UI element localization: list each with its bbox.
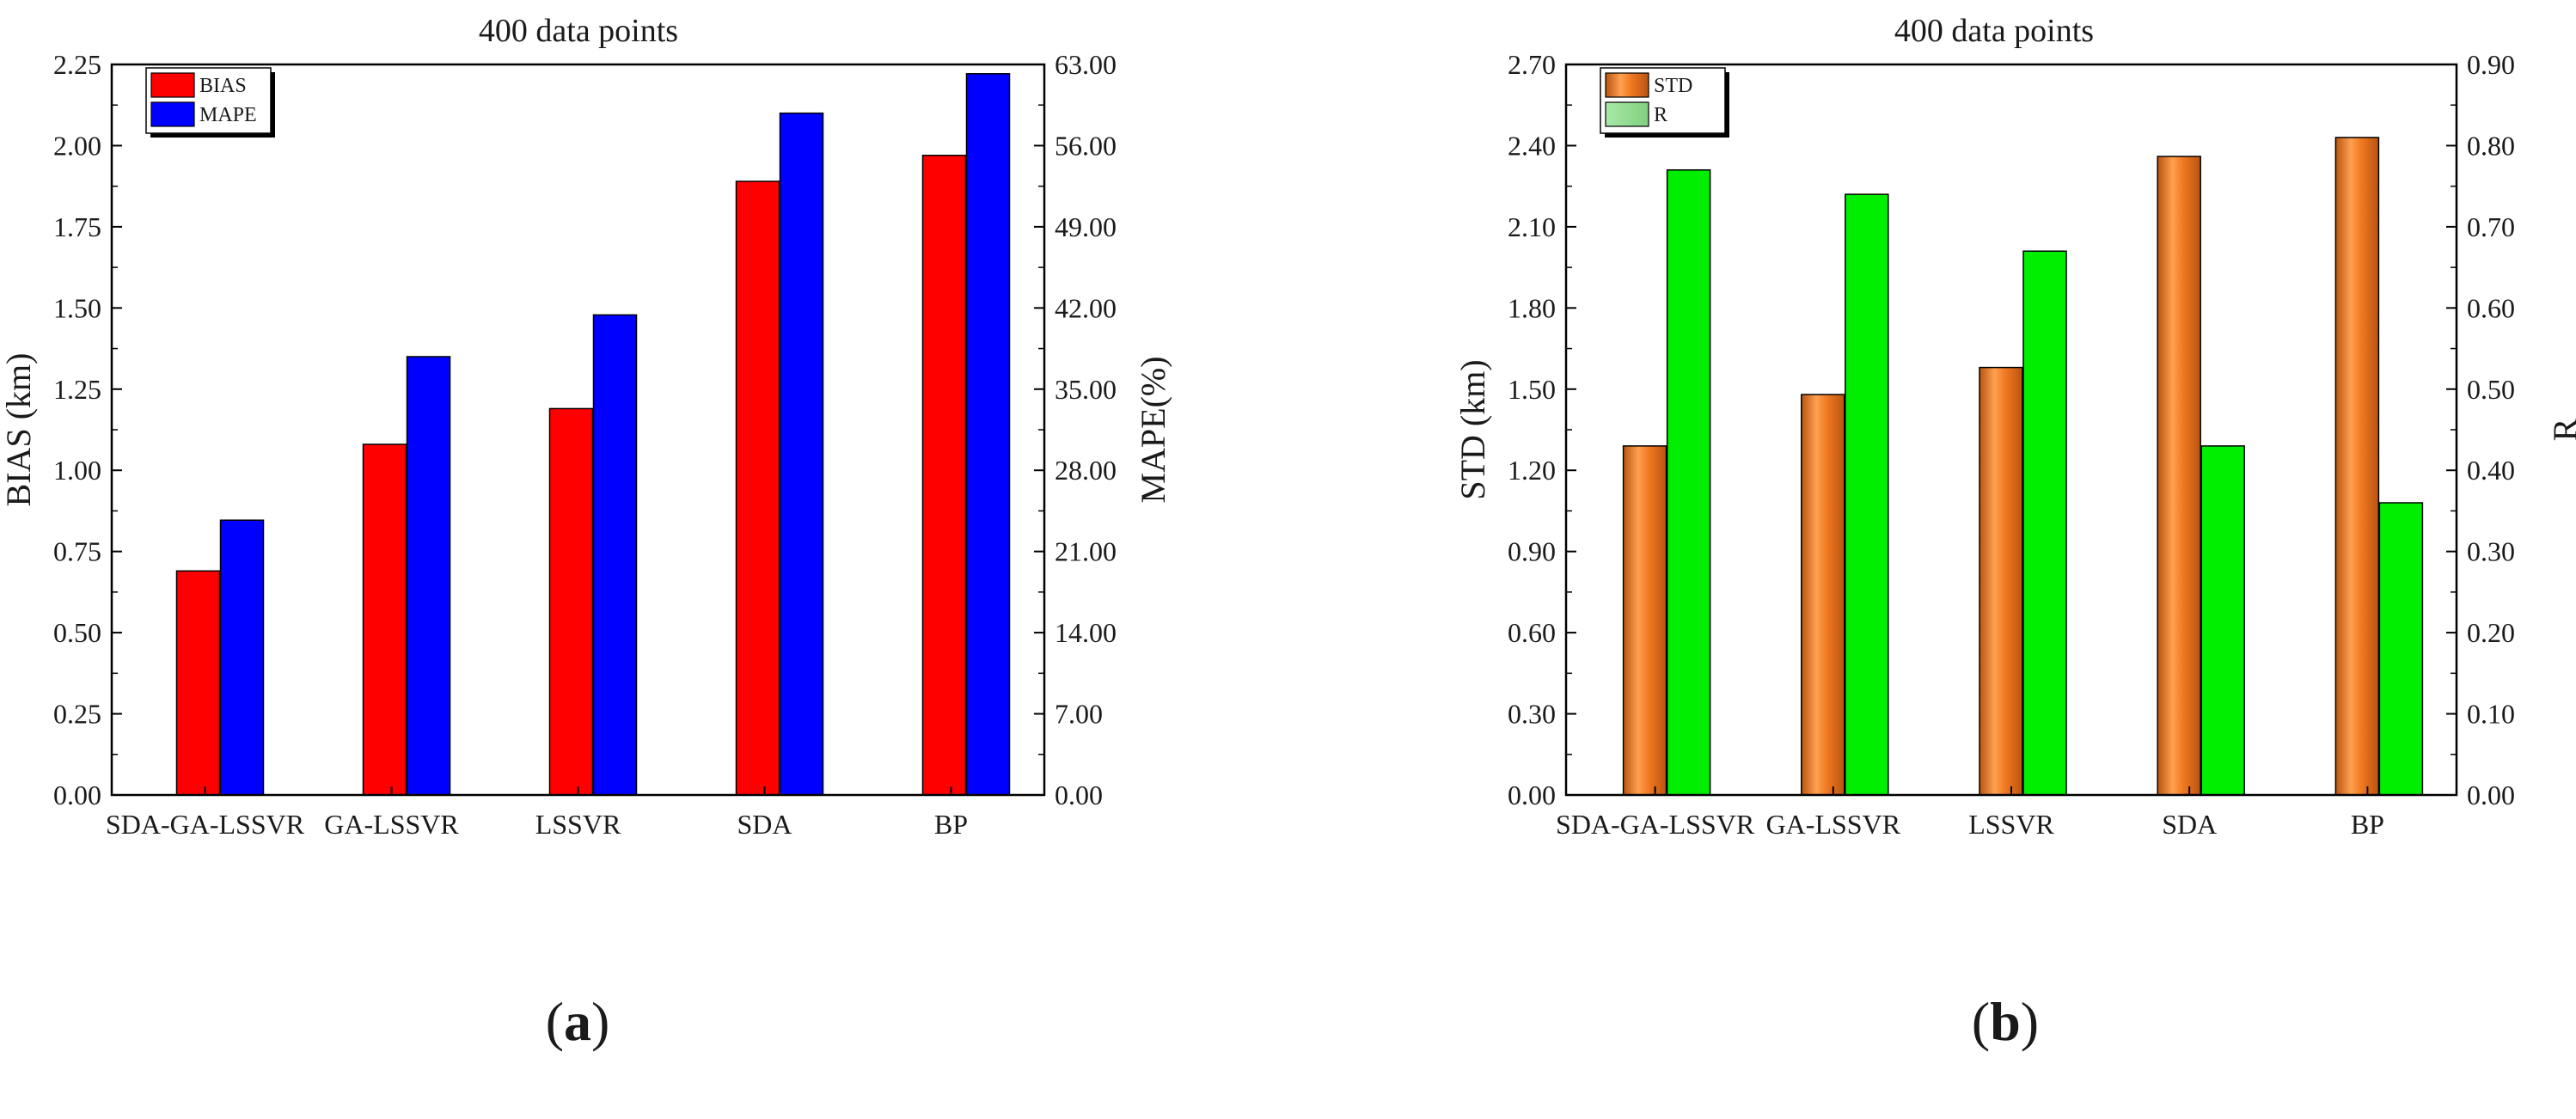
y-tick-label: 0.00 — [1508, 780, 1556, 810]
panel-label: (b) — [1972, 991, 2039, 1052]
bar-bias-ga-lssvr — [362, 443, 407, 796]
panel-label-paren-open: ( — [1972, 991, 1990, 1052]
chart-title: 400 data points — [479, 13, 678, 49]
legend-label-mape: MAPE — [199, 104, 257, 126]
bar-mape-sda-ga-lssvr — [219, 519, 265, 796]
bar-mape-lssvr — [592, 314, 638, 796]
x-tick-label: BP — [934, 809, 968, 840]
bar-bias-sda-ga-lssvr — [175, 570, 221, 796]
y2-tick-label: 49.00 — [1055, 211, 1117, 242]
bar-std-sda-ga-lssvr — [1622, 445, 1667, 796]
bar-std-sda — [2157, 156, 2201, 796]
x-tick-label: SDA — [2162, 809, 2217, 840]
y2-tick-label: 0.20 — [2467, 617, 2515, 648]
y2-tick-label: 7.00 — [1055, 699, 1103, 730]
y-tick-label: 2.70 — [1508, 49, 1556, 80]
legend-swatch-r — [1605, 101, 1649, 127]
y2-tick-label: 0.40 — [2467, 455, 2515, 486]
bar-std-bp — [2334, 137, 2380, 796]
y-tick-label: 1.25 — [53, 374, 101, 405]
x-tick-label: LSSVR — [535, 809, 621, 840]
x-tick-label: LSSVR — [1968, 809, 2054, 840]
panel-label-letter: a — [564, 991, 591, 1052]
y2-tick-label: 63.00 — [1055, 49, 1117, 80]
y2-tick-label: 0.90 — [2467, 49, 2515, 80]
x-tick-label: BP — [2351, 809, 2384, 840]
y2-tick-label: 14.00 — [1055, 617, 1117, 648]
y2-tick-label: 0.50 — [2467, 374, 2515, 405]
bar-mape-sda — [779, 112, 824, 796]
y2-axis-title: R — [2546, 418, 2576, 441]
y2-tick-label: 0.80 — [2467, 130, 2515, 161]
y-tick-label: 1.50 — [53, 292, 101, 323]
y2-tick-label: 0.10 — [2467, 699, 2515, 730]
bar-r-sda-ga-lssvr — [1666, 169, 1711, 796]
bar-bias-lssvr — [548, 407, 594, 796]
y2-tick-label: 0.00 — [1055, 780, 1103, 810]
y2-tick-label: 0.70 — [2467, 211, 2515, 242]
y-tick-label: 2.40 — [1508, 130, 1556, 161]
chart-title: 400 data points — [1894, 13, 2094, 49]
y-axis-title: STD (km) — [1453, 359, 1492, 499]
y-tick-label: 1.75 — [53, 211, 101, 242]
y2-axis-title: MAPE(%) — [1134, 356, 1172, 503]
y-tick-label: 1.50 — [1508, 374, 1556, 405]
y2-tick-label: 0.60 — [2467, 292, 2515, 323]
bar-r-bp — [2378, 502, 2424, 796]
legend-swatch-mape — [150, 101, 195, 127]
y-tick-label: 0.90 — [1508, 536, 1556, 567]
y-tick-label: 2.00 — [53, 130, 101, 161]
legend-swatch-std — [1605, 72, 1649, 98]
y-tick-label: 1.20 — [1508, 455, 1556, 486]
bar-std-lssvr — [1979, 366, 2023, 796]
x-tick-label: GA-LSSVR — [1766, 809, 1901, 840]
legend-label-std: STD — [1654, 75, 1692, 97]
y-tick-label: 0.60 — [1508, 617, 1556, 648]
panel-label-letter: b — [1990, 991, 2021, 1052]
y2-tick-label: 0.00 — [2467, 780, 2515, 810]
x-tick-label: GA-LSSVR — [324, 809, 459, 840]
bar-r-sda — [2200, 445, 2245, 796]
y-tick-label: 0.75 — [53, 536, 101, 567]
y-tick-label: 0.50 — [53, 617, 101, 648]
chart-a: 400 data points 0.00 0.25 0.50 0.75 1.00 1.25 1… — [0, 13, 1172, 1052]
panel-label-paren-close: ) — [2021, 991, 2039, 1052]
y-tick-label: 0.30 — [1508, 699, 1556, 730]
y2-tick-label: 28.00 — [1055, 455, 1117, 486]
y-tick-label: 1.00 — [53, 455, 101, 486]
bar-r-lssvr — [2022, 250, 2067, 796]
x-tick-label: SDA — [737, 809, 792, 840]
legend-label-bias: BIAS — [199, 75, 247, 97]
legend-label-r: R — [1654, 104, 1667, 126]
y2-tick-label: 56.00 — [1055, 130, 1117, 161]
y-tick-label: 2.10 — [1508, 211, 1556, 242]
y2-tick-label: 21.00 — [1055, 536, 1117, 567]
x-tick-label: SDA-GA-LSSVR — [1556, 809, 1755, 840]
bar-mape-ga-lssvr — [406, 356, 451, 796]
legend-swatch-bias — [150, 72, 195, 98]
y-tick-label: 0.25 — [53, 699, 101, 730]
bar-bias-sda — [735, 180, 780, 796]
bar-r-ga-lssvr — [1845, 193, 1889, 796]
x-tick-label: SDA-GA-LSSVR — [106, 809, 305, 840]
bar-bias-bp — [921, 155, 967, 796]
panel-label-paren-open: ( — [546, 991, 564, 1052]
bar-mape-bp — [965, 73, 1011, 796]
y2-tick-label: 0.30 — [2467, 536, 2515, 567]
y-axis-title: BIAS (km) — [0, 353, 38, 507]
bar-std-ga-lssvr — [1801, 394, 1845, 796]
panel-label: (a) — [546, 991, 610, 1052]
y2-tick-label: 42.00 — [1055, 292, 1117, 323]
chart-b: 400 data points 0.00 0.30 0.60 0.90 1.20 1.50 1… — [1453, 13, 2576, 1052]
y-tick-label: 2.25 — [53, 49, 101, 80]
y-tick-label: 0.00 — [53, 780, 101, 810]
y-tick-label: 1.80 — [1508, 292, 1556, 323]
y2-tick-label: 35.00 — [1055, 374, 1117, 405]
panel-label-paren-close: ) — [591, 991, 609, 1052]
